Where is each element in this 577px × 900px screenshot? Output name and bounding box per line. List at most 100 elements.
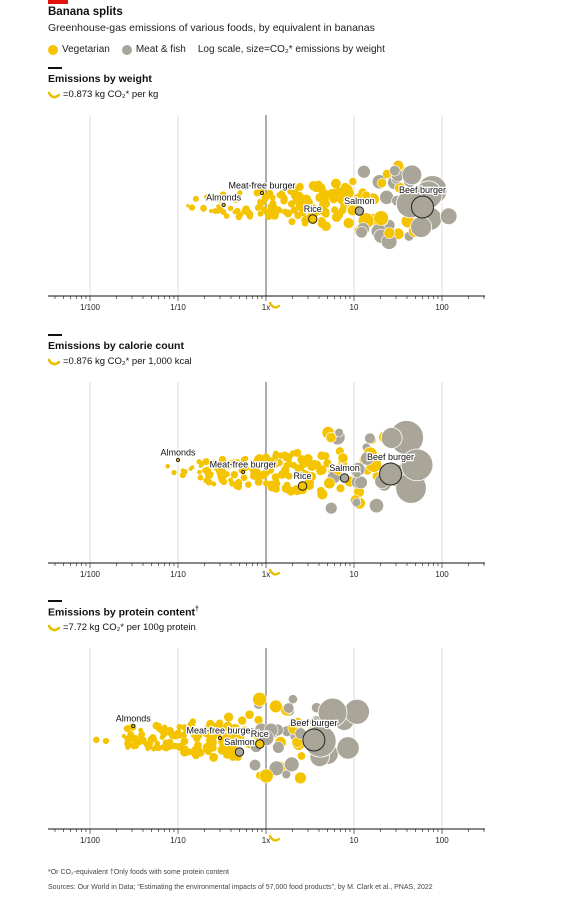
veg-point <box>230 470 239 479</box>
veg-point <box>325 432 337 444</box>
veg-point <box>307 472 317 481</box>
legend-meat-label: Meat & fish <box>135 44 186 55</box>
point-label: Salmon <box>329 463 360 473</box>
labelled-point <box>339 473 350 483</box>
labelled-point <box>175 457 181 463</box>
veg-point <box>343 217 354 229</box>
veg-point <box>250 460 257 467</box>
panel3-unit-label: =7.72 kg CO₂* per 100g protein <box>63 622 196 633</box>
veg-point <box>224 471 230 478</box>
meat-point <box>336 736 360 760</box>
meat-point <box>364 432 376 444</box>
veg-point <box>227 749 237 759</box>
veg-point <box>186 204 190 208</box>
x-tick-label: 1x <box>262 570 270 579</box>
veg-point <box>229 480 236 487</box>
veg-point <box>301 217 308 224</box>
veg-point <box>224 736 234 746</box>
veg-point <box>124 726 130 733</box>
point-label: Meat-free burger <box>228 180 295 190</box>
veg-point <box>226 464 232 470</box>
point-label: Beef burger <box>399 185 446 195</box>
veg-point <box>206 479 212 486</box>
veg-point <box>331 178 341 189</box>
veg-point <box>337 195 347 205</box>
panel1-plot: Meat-free burger Almonds Rice Salmon Beef bu… <box>48 115 485 312</box>
x-tick-label: 1/10 <box>170 836 186 845</box>
veg-point <box>165 463 170 469</box>
veg-point <box>314 207 323 215</box>
legend-vegetarian-label: Vegetarian <box>62 44 110 55</box>
point-label: Meat-free burger <box>186 725 253 735</box>
veg-point <box>269 199 277 207</box>
veg-point <box>373 210 389 226</box>
veg-point <box>241 463 250 472</box>
meat-point <box>400 448 434 482</box>
meat-point <box>352 469 362 479</box>
veg-point <box>275 459 283 467</box>
veg-point <box>216 470 222 476</box>
veg-point <box>198 463 203 468</box>
veg-point <box>230 459 239 468</box>
labelled-point <box>131 723 136 729</box>
veg-point <box>216 195 224 203</box>
point-label: Rice <box>251 729 269 739</box>
veg-point <box>209 194 214 199</box>
veg-point <box>316 466 326 476</box>
veg-point <box>265 209 272 216</box>
meat-point <box>351 497 362 508</box>
veg-point <box>233 737 241 745</box>
veg-point <box>209 208 214 214</box>
veg-point <box>224 722 233 731</box>
veg-point <box>295 182 304 191</box>
veg-point <box>290 206 298 214</box>
veg-point <box>296 191 304 199</box>
point-label: Almonds <box>116 713 152 723</box>
x-tick-label: 1x <box>262 836 270 845</box>
point-label: Beef burger <box>290 718 337 728</box>
meat-point <box>439 207 458 226</box>
x-tick-label: 1/100 <box>80 836 101 845</box>
veg-point <box>246 209 252 215</box>
veg-point <box>261 460 270 469</box>
veg-point <box>315 192 325 203</box>
veg-point <box>124 735 132 743</box>
labelled-point <box>234 747 245 757</box>
veg-point <box>320 207 330 217</box>
veg-point <box>353 193 364 204</box>
chart-title: Banana splits <box>48 6 123 18</box>
panel2-title: Emissions by calorie count <box>48 340 184 352</box>
veg-point <box>137 739 143 746</box>
veg-point <box>278 191 285 198</box>
veg-point <box>166 738 174 746</box>
panel1-unit-label: =0.873 kg CO₂* per kg <box>63 89 159 100</box>
brand-bar <box>48 0 68 4</box>
veg-point <box>260 206 268 213</box>
panel1-title: Emissions by weight <box>48 73 152 85</box>
veg-point <box>318 217 326 225</box>
veg-point <box>204 469 210 476</box>
veg-point <box>93 736 100 744</box>
veg-point <box>267 483 276 492</box>
veg-point <box>237 190 243 196</box>
meat-point <box>325 501 338 515</box>
veg-point <box>309 459 320 470</box>
veg-point <box>257 210 264 217</box>
point-label: Beef burger <box>367 452 414 462</box>
banana-icon <box>48 358 60 365</box>
veg-point <box>266 192 273 199</box>
source: Sources: Our World in Data; “Estimating … <box>48 884 433 891</box>
veg-point <box>297 751 306 761</box>
veg-point <box>237 732 245 741</box>
panel2-unit: =0.876 kg CO₂* per 1,000 kcal <box>48 356 192 367</box>
veg-point <box>293 448 302 457</box>
meat-point <box>268 760 285 776</box>
panel2-plot: Almonds Meat-free burger Rice Salmon Beef bu… <box>48 382 485 579</box>
veg-point <box>208 743 217 752</box>
veg-point <box>192 734 201 743</box>
footnote: *Or CO₂-equivalent †Only foods with some… <box>48 869 229 876</box>
meat-point <box>283 702 295 714</box>
meat-point <box>410 216 433 238</box>
veg-point <box>218 476 225 483</box>
